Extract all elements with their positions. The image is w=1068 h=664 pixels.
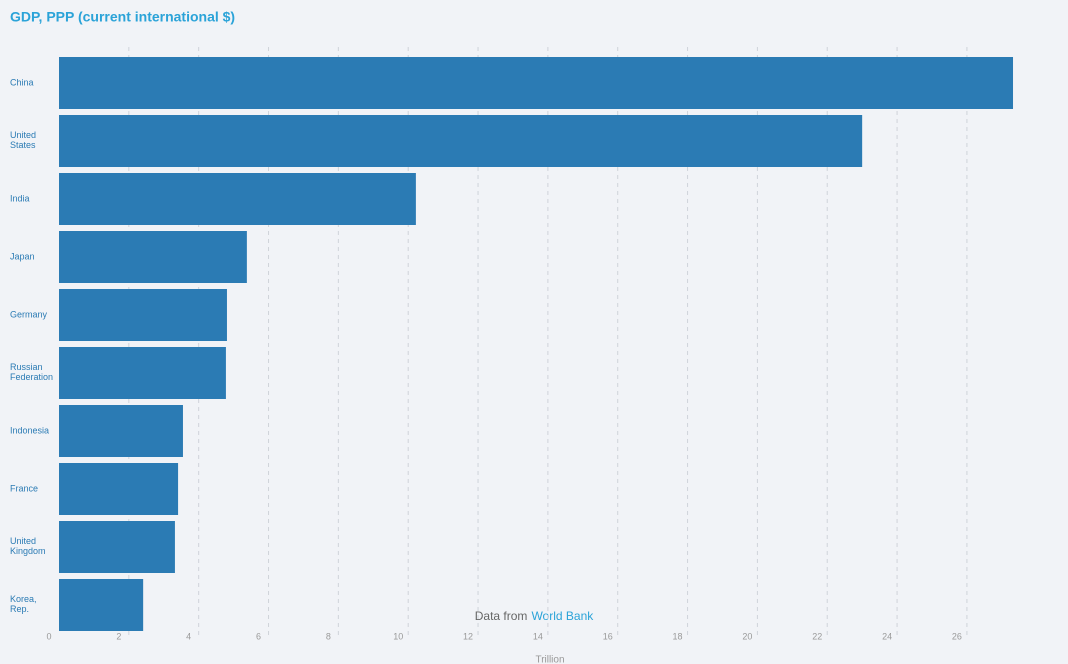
y-tick-label: United States: [10, 130, 36, 150]
x-tick-label: 2: [116, 631, 121, 641]
y-tick-label: India: [10, 193, 30, 203]
y-tick-label: United Kingdom: [10, 536, 46, 556]
bar: [59, 347, 226, 399]
y-tick-label: Japan: [10, 251, 35, 261]
source: Data from World Bank: [475, 609, 594, 623]
x-tick-label: 8: [326, 631, 331, 641]
x-tick-label: 12: [463, 631, 473, 641]
x-tick-label: 22: [812, 631, 822, 641]
y-tick-label: Indonesia: [10, 425, 49, 435]
label-line: United: [10, 130, 36, 140]
label-line: United: [10, 536, 36, 546]
bar: [59, 57, 1014, 109]
bar: [59, 115, 863, 167]
label-line: Korea,: [10, 594, 37, 604]
x-tick-label: 0: [46, 631, 51, 641]
bar: [59, 231, 247, 283]
bar: [59, 173, 416, 225]
y-tick-label: France: [10, 483, 38, 493]
x-tick-label: 4: [186, 631, 191, 641]
x-tick-label: 20: [742, 631, 752, 641]
x-tick-label: 6: [256, 631, 261, 641]
label-line: States: [10, 140, 36, 150]
x-tick-label: 26: [952, 631, 962, 641]
bar: [59, 579, 144, 631]
y-tick-label: China: [10, 77, 34, 87]
x-tick-label: 18: [673, 631, 683, 641]
y-tick-label: Germany: [10, 309, 48, 319]
x-tick-label: 14: [533, 631, 543, 641]
bar: [59, 521, 175, 573]
x-tick-label: 24: [882, 631, 892, 641]
x-tick-label: 10: [393, 631, 403, 641]
chart-title: GDP, PPP (current international $): [10, 9, 235, 25]
bar: [59, 405, 183, 457]
label-line: Rep.: [10, 604, 29, 614]
label-line: Federation: [10, 372, 53, 382]
x-tick-label: 16: [603, 631, 613, 641]
y-tick-label: Korea, Rep.: [10, 594, 37, 614]
label-line: Kingdom: [10, 546, 46, 556]
x-axis-label: Trillion: [535, 655, 564, 664]
label-line: Russian: [10, 362, 43, 372]
y-tick-label: Russian Federation: [10, 362, 53, 382]
source-prefix: Data from: [475, 609, 528, 623]
source-link[interactable]: World Bank: [531, 609, 594, 623]
bar: [59, 289, 227, 341]
bar: [59, 463, 179, 515]
